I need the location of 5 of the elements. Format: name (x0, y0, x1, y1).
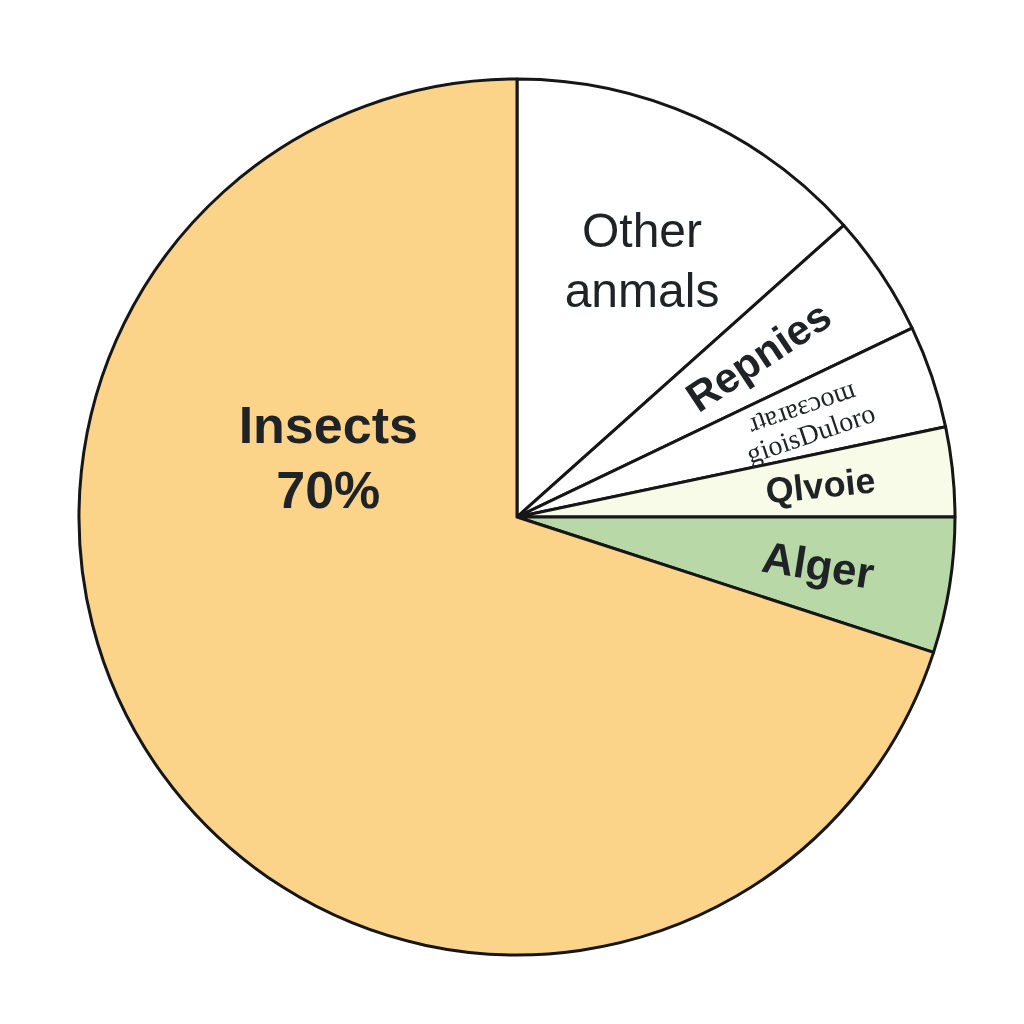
data-label: 70% (276, 460, 381, 519)
slice-label: Qlvoie (763, 459, 878, 512)
slice-label: Other anmals (564, 204, 720, 318)
slice-label: Alger (758, 531, 878, 598)
slice-label: Insects (238, 395, 418, 454)
